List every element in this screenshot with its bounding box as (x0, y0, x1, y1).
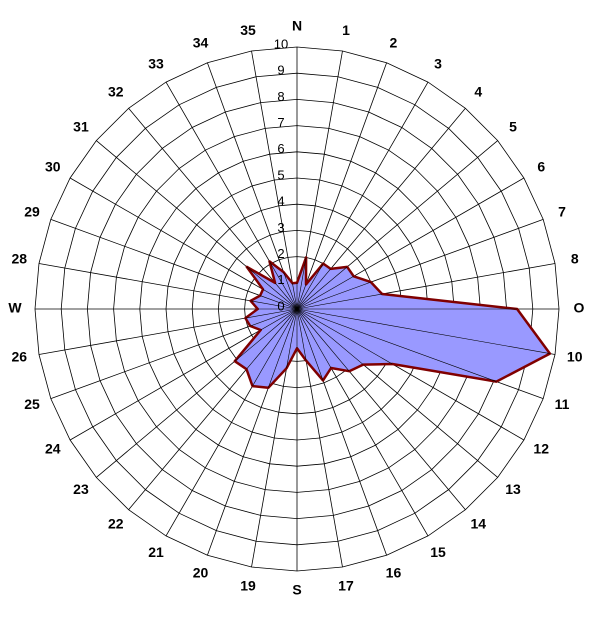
category-label: 26 (11, 349, 27, 365)
spoke-inner (250, 308, 298, 327)
category-label: 12 (533, 441, 549, 457)
spoke-inner (296, 308, 307, 361)
category-label: 8 (571, 251, 579, 267)
category-label: 6 (537, 159, 545, 175)
spoke-inner (269, 261, 298, 310)
spoke (69, 177, 298, 310)
category-label: S (292, 582, 301, 598)
category-label: 7 (558, 203, 566, 219)
tick-label: 10 (274, 36, 288, 51)
tick-label: 7 (277, 115, 284, 130)
category-label: 29 (24, 203, 40, 219)
category-label: 25 (24, 396, 40, 412)
spoke-inner (296, 308, 350, 372)
spoke-inner (296, 308, 332, 369)
category-label: 32 (108, 84, 124, 100)
tick-label: 1 (277, 272, 284, 287)
tick-label: 5 (277, 167, 284, 182)
tick-label: 0 (277, 298, 284, 313)
spoke (50, 219, 298, 310)
category-label: 4 (474, 84, 482, 100)
category-label: 10 (567, 349, 583, 365)
spoke-inner (252, 308, 298, 387)
tick-label: 6 (277, 141, 284, 156)
spoke-inner (296, 308, 497, 382)
category-label: 22 (108, 516, 124, 532)
spoke-inner (296, 281, 371, 310)
category-label: 17 (338, 577, 354, 593)
category-label: 21 (148, 544, 164, 560)
spoke-inner (286, 308, 298, 369)
spoke-inner (246, 308, 298, 370)
category-label: 19 (240, 577, 256, 593)
category-label: N (292, 18, 302, 34)
spoke-inner (260, 308, 298, 331)
spoke-inner (296, 257, 307, 310)
spoke-inner (296, 308, 550, 354)
category-label: 11 (555, 396, 570, 412)
spoke-inner (292, 283, 298, 310)
category-label: 23 (73, 481, 89, 497)
spoke (296, 62, 387, 310)
tick-label: 8 (277, 89, 284, 104)
spoke (128, 108, 298, 310)
spoke (207, 62, 298, 310)
spoke-inner (296, 268, 331, 310)
spoke-inner (283, 271, 298, 310)
spoke-inner (250, 300, 298, 310)
spoke-inner (296, 293, 383, 310)
category-label: 3 (434, 55, 442, 71)
tick-label: 4 (277, 194, 284, 209)
category-label: 2 (390, 35, 398, 51)
tick-label: 2 (277, 246, 284, 261)
category-label: 16 (386, 565, 402, 581)
category-label: O (574, 300, 585, 316)
category-label: 14 (470, 516, 486, 532)
category-label: 30 (45, 159, 61, 175)
category-label: 34 (193, 35, 209, 51)
tick-label: 3 (277, 220, 284, 235)
spoke-inner (259, 295, 298, 310)
spoke-inner (245, 308, 298, 319)
category-label: 35 (240, 22, 256, 38)
category-label: 28 (11, 251, 27, 267)
category-label: 31 (73, 118, 89, 134)
spoke-inner (274, 282, 298, 310)
category-label: 20 (193, 565, 209, 581)
spoke-inner (296, 263, 324, 310)
spoke-inner (234, 308, 298, 362)
spoke-inner (296, 308, 324, 381)
category-label: 33 (148, 55, 164, 71)
category-label: 13 (505, 481, 521, 497)
spoke (251, 50, 298, 310)
category-label: 15 (430, 544, 446, 560)
tick-label: 9 (277, 63, 284, 78)
category-label: 24 (45, 441, 61, 457)
spoke-inner (268, 308, 298, 388)
category-label: 1 (342, 22, 350, 38)
spoke-inner (262, 289, 298, 310)
category-label: W (8, 300, 22, 316)
spoke-inner (296, 266, 348, 310)
spoke-inner (296, 284, 307, 310)
spoke-inner (296, 308, 364, 365)
spoke-inner (296, 275, 354, 310)
category-label: 5 (509, 118, 517, 134)
spoke-inner (296, 308, 393, 365)
spoke-inner (246, 266, 298, 310)
